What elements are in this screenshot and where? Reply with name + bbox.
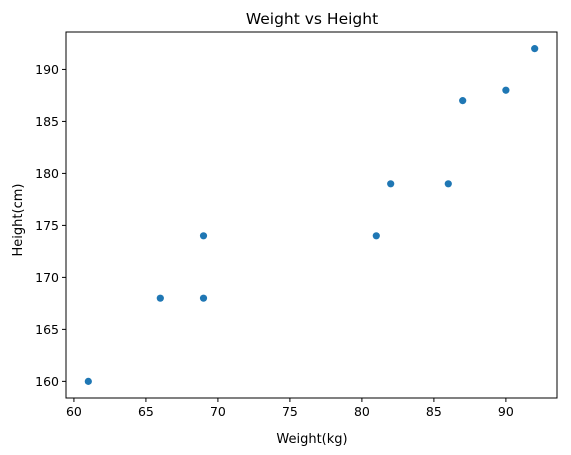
x-tick-label: 85 (426, 404, 442, 419)
y-tick-label: 185 (35, 114, 59, 129)
scatter-point (84, 377, 92, 385)
y-axis-label: Height(cm) (11, 184, 26, 257)
x-tick-label: 90 (498, 404, 514, 419)
scatter-point (502, 86, 510, 94)
scatter-point (531, 45, 539, 53)
scatter-point (459, 97, 467, 105)
x-axis-ticks: 60 65 70 75 80 85 90 (66, 398, 514, 419)
y-tick-label: 180 (35, 166, 59, 181)
scatter-point (156, 294, 164, 302)
x-tick-label: 70 (210, 404, 226, 419)
scatter-point (444, 180, 452, 188)
scatter-point (199, 232, 208, 240)
scatter-point (199, 294, 208, 302)
x-tick-label: 80 (354, 404, 370, 419)
y-tick-label: 190 (35, 62, 59, 77)
chart-title: Weight vs Height (246, 10, 378, 28)
x-tick-label: 65 (138, 404, 154, 419)
x-axis-label: Weight(kg) (276, 432, 347, 447)
y-axis-ticks: 160 165 170 175 180 185 190 (35, 62, 66, 389)
y-tick-label: 170 (35, 270, 59, 285)
data-points (84, 45, 539, 385)
scatter-point (387, 180, 395, 188)
y-tick-label: 165 (35, 322, 59, 337)
y-tick-label: 160 (35, 374, 59, 389)
x-tick-label: 75 (282, 404, 298, 419)
plot-area-frame (65, 31, 558, 399)
x-tick-label: 60 (66, 404, 82, 419)
y-tick-label: 175 (35, 218, 59, 233)
scatter-point (372, 232, 380, 240)
